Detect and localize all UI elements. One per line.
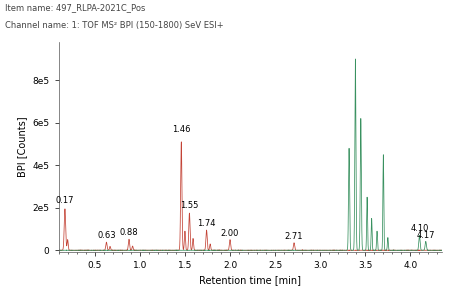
Text: 1.74: 1.74 — [197, 219, 216, 228]
Text: 1.46: 1.46 — [172, 125, 191, 134]
Text: Item name: 497_RLPA-2021C_Pos: Item name: 497_RLPA-2021C_Pos — [5, 3, 145, 12]
Text: 0.88: 0.88 — [120, 228, 138, 237]
Text: 0.63: 0.63 — [97, 232, 116, 241]
Text: 4.10: 4.10 — [410, 224, 428, 233]
Text: 2.00: 2.00 — [221, 229, 239, 238]
Text: 0.17: 0.17 — [55, 196, 74, 205]
Text: 2.71: 2.71 — [285, 232, 304, 241]
Text: 1.55: 1.55 — [180, 201, 198, 210]
Text: 4.17: 4.17 — [416, 231, 435, 240]
Y-axis label: BPI [Counts]: BPI [Counts] — [17, 117, 27, 177]
X-axis label: Retention time [min]: Retention time [min] — [199, 276, 301, 286]
Text: Channel name: 1: TOF MS² BPI (150-1800) SeV ESI+: Channel name: 1: TOF MS² BPI (150-1800) … — [5, 21, 223, 30]
